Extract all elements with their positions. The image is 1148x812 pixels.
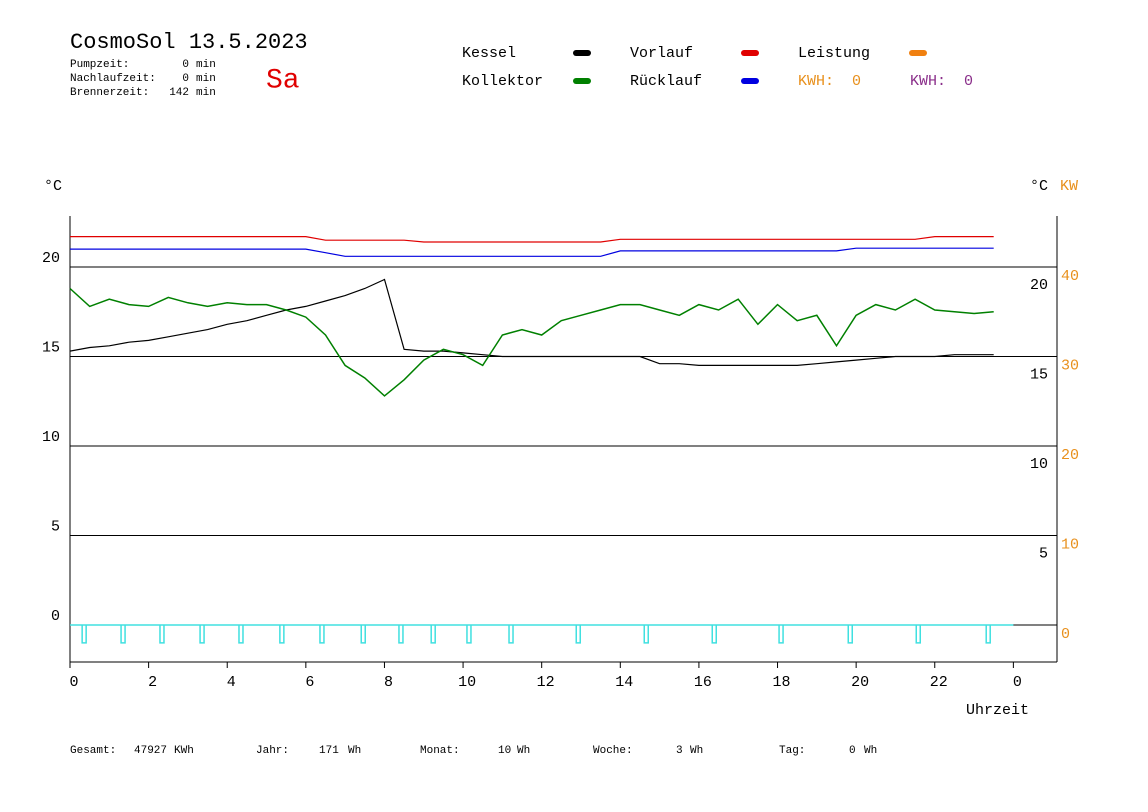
- footer-label: Monat:: [420, 745, 460, 757]
- y3-tick-label: 40: [1061, 268, 1079, 285]
- pulse: [360, 624, 366, 644]
- x-tick-label: 20: [851, 674, 869, 691]
- pulse: [238, 624, 244, 644]
- x-tick-label: 4: [227, 674, 236, 691]
- stat-label: Nachlaufzeit:: [70, 73, 156, 85]
- y-tick-label: 20: [42, 250, 60, 267]
- footer-value: 47927: [134, 745, 167, 757]
- y-tick-label: 10: [42, 429, 60, 446]
- pulse: [985, 624, 991, 644]
- footer-value: 3: [676, 745, 683, 757]
- footer-label: Jahr:: [256, 745, 289, 757]
- legend-label: Rücklauf: [630, 73, 702, 90]
- y2-tick-label: 5: [1039, 545, 1048, 562]
- x-tick-label: 18: [773, 674, 791, 691]
- y-unit: °C: [44, 178, 62, 195]
- pulse: [466, 624, 472, 644]
- kwh-label: KWH:: [798, 73, 834, 90]
- stat-label: Brennerzeit:: [70, 87, 149, 99]
- title: CosmoSol 13.5.2023: [70, 30, 308, 55]
- pulse: [643, 624, 649, 644]
- footer-value: 0: [849, 745, 856, 757]
- pulse: [711, 624, 717, 644]
- y-tick-label: 5: [51, 519, 60, 536]
- legend-label: Kollektor: [462, 73, 543, 90]
- y-tick-label: 15: [42, 340, 60, 357]
- stat-unit: min: [196, 73, 216, 85]
- x-tick-label: 6: [305, 674, 314, 691]
- pulse: [575, 624, 581, 644]
- kwh-label: KWH:: [910, 73, 946, 90]
- pulse: [319, 624, 325, 644]
- footer-unit: KWh: [174, 745, 194, 757]
- x-tick-label: 12: [537, 674, 555, 691]
- pulse: [81, 624, 87, 644]
- series-line: [70, 236, 994, 243]
- legend-label: Vorlauf: [630, 45, 693, 62]
- x-tick-label: 10: [458, 674, 476, 691]
- kwh-value: 0: [852, 73, 861, 90]
- pulse: [508, 624, 514, 644]
- y3-tick-label: 30: [1061, 357, 1079, 374]
- x-tick-label: 0: [69, 674, 78, 691]
- y3-tick-label: 20: [1061, 447, 1079, 464]
- y2-unit: °C: [1030, 178, 1048, 195]
- legend-label: Kessel: [462, 45, 516, 62]
- series-line: [69, 287, 994, 397]
- footer-value: 10: [498, 745, 511, 757]
- footer-unit: Wh: [864, 745, 877, 757]
- x-tick-label: 22: [930, 674, 948, 691]
- pulse: [120, 624, 126, 644]
- x-tick-label: 8: [384, 674, 393, 691]
- stat-value: 0: [182, 73, 189, 85]
- x-tick-label: 2: [148, 674, 157, 691]
- x-label: Uhrzeit: [966, 702, 1029, 719]
- stat-unit: min: [196, 87, 216, 99]
- day: Sa: [266, 65, 300, 96]
- y3-tick-label: 0: [1061, 626, 1070, 643]
- y3-unit: KW: [1060, 178, 1078, 195]
- y2-tick-label: 20: [1030, 277, 1048, 294]
- x-tick-label: 16: [694, 674, 712, 691]
- pulse: [279, 624, 285, 644]
- pulse: [847, 624, 853, 644]
- stat-unit: min: [196, 59, 216, 71]
- series-line: [69, 278, 994, 366]
- pulse: [398, 624, 404, 644]
- footer-value: 171: [319, 745, 339, 757]
- footer-label: Tag:: [779, 745, 805, 757]
- pulse: [159, 624, 165, 644]
- y2-tick-label: 10: [1030, 456, 1048, 473]
- stat-value: 0: [182, 59, 189, 71]
- pulse: [778, 624, 784, 644]
- footer-label: Woche:: [593, 745, 633, 757]
- legend-label: Leistung: [798, 45, 870, 62]
- footer-unit: Wh: [517, 745, 530, 757]
- x-tick-label: 14: [615, 674, 633, 691]
- stat-label: Pumpzeit:: [70, 59, 129, 71]
- y-tick-label: 0: [51, 608, 60, 625]
- stat-value: 142: [169, 87, 189, 99]
- footer-unit: Wh: [348, 745, 361, 757]
- pulse: [430, 624, 436, 644]
- x-tick-label: 0: [1013, 674, 1022, 691]
- y2-tick-label: 15: [1030, 366, 1048, 383]
- pulse: [199, 624, 205, 644]
- series-line: [70, 247, 994, 257]
- footer-label: Gesamt:: [70, 745, 116, 757]
- footer-unit: Wh: [690, 745, 703, 757]
- kwh-value: 0: [964, 73, 973, 90]
- y3-tick-label: 10: [1061, 536, 1079, 553]
- pulse: [915, 624, 921, 644]
